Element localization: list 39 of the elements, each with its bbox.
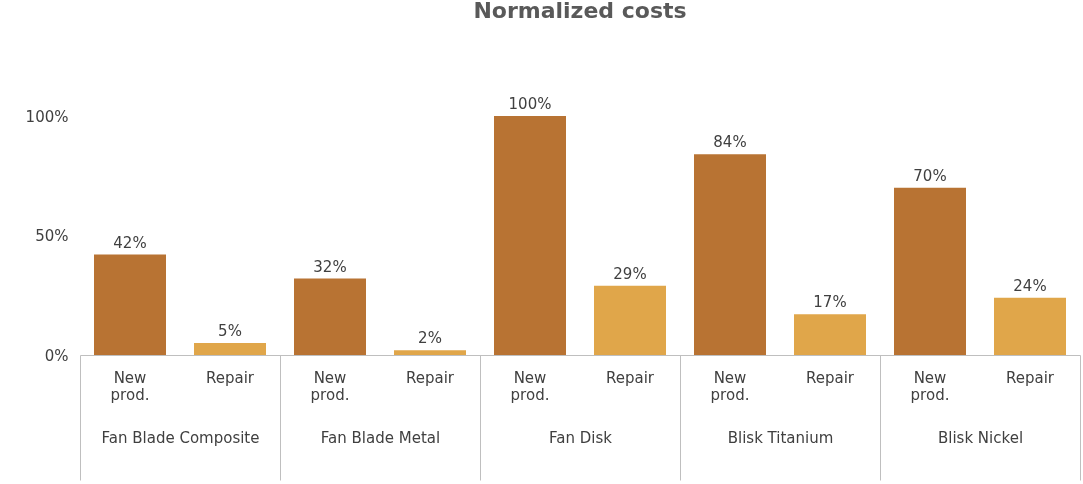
x-tick-label: Fan Disk [549, 428, 613, 447]
text: Repair [1005, 369, 1055, 387]
bar [494, 116, 566, 355]
bar [694, 154, 766, 355]
bar [94, 254, 166, 355]
data-label: 42% [113, 233, 147, 252]
y-tick-label: 0% [44, 346, 69, 365]
x-tick-label: Fan Blade Composite [101, 428, 260, 447]
y-tick-label: 100% [25, 107, 69, 126]
text: New prod. [710, 369, 750, 404]
data-label: 100% [508, 95, 552, 113]
x-tick-label: Fan Blade Metal [320, 428, 441, 447]
y-tick-label: 50% [35, 227, 69, 245]
data-label: 32% [313, 257, 347, 276]
data-label: 84% [713, 133, 747, 152]
text: Repair [405, 369, 455, 387]
bar [994, 297, 1066, 355]
series-label: New prod. [110, 369, 150, 404]
data-label: 2% [418, 329, 442, 348]
data-label: 5% [218, 322, 242, 341]
text: Repair [605, 369, 655, 387]
series-label: Repair [205, 369, 255, 387]
text: New prod. [510, 369, 550, 404]
bar [894, 187, 966, 355]
data-label: 24% [1013, 276, 1047, 295]
chart-title: Normalized costs [473, 0, 687, 23]
text: Repair [805, 369, 855, 387]
text: New prod. [910, 369, 950, 404]
data-label: 70% [913, 166, 947, 185]
bar [594, 285, 666, 355]
x-tick-label: Blisk Titanium [727, 428, 834, 447]
text: New prod. [310, 369, 350, 404]
data-label: 17% [813, 293, 847, 312]
bar [394, 350, 466, 355]
data-label: 29% [613, 264, 647, 283]
bar [194, 343, 266, 355]
bar [294, 278, 366, 355]
bar [794, 314, 866, 355]
x-tick-label: Blisk Nickel [937, 428, 1024, 447]
